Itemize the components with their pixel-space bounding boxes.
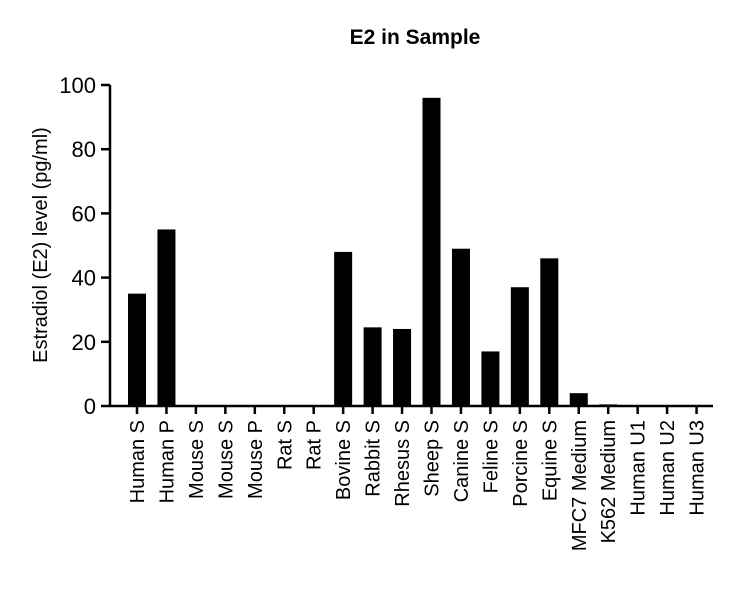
x-tick-label: Human P bbox=[156, 420, 178, 503]
bar bbox=[304, 405, 323, 406]
y-tick-label: 100 bbox=[59, 73, 96, 98]
y-tick-label: 20 bbox=[72, 330, 96, 355]
bar bbox=[245, 405, 264, 406]
x-tick-label: Human U3 bbox=[687, 420, 709, 516]
y-tick-label: 40 bbox=[72, 266, 96, 291]
bar bbox=[687, 405, 706, 406]
x-tick-label: Human S bbox=[127, 420, 149, 503]
bar bbox=[510, 287, 529, 406]
bar bbox=[569, 393, 588, 406]
x-tick-label: Mouse S bbox=[186, 420, 208, 499]
y-tick-label: 60 bbox=[72, 201, 96, 226]
x-tick-label: Mouse S bbox=[215, 420, 237, 499]
bar bbox=[275, 405, 294, 406]
x-tick-label: Bovine S bbox=[333, 420, 355, 500]
bar bbox=[451, 248, 470, 406]
x-tick-label: Rhesus S bbox=[392, 420, 414, 507]
bar bbox=[216, 405, 235, 406]
chart-title: E2 in Sample bbox=[350, 26, 481, 49]
x-tick-label: Canine S bbox=[451, 420, 473, 502]
bar bbox=[393, 328, 412, 406]
x-tick-label: K562 Medium bbox=[598, 420, 620, 543]
y-tick-label: 0 bbox=[84, 394, 96, 419]
x-tick-label: MFC7 Medium bbox=[569, 420, 591, 551]
x-tick-label: Rat S bbox=[274, 420, 296, 470]
bar bbox=[128, 293, 146, 406]
x-tick-label: Feline S bbox=[480, 420, 502, 493]
bar bbox=[363, 327, 382, 406]
x-tick-labels: Human S Human P Mouse S Mouse S Mouse P Rat S… bbox=[127, 420, 709, 551]
bar bbox=[186, 405, 205, 406]
x-axis bbox=[110, 404, 713, 414]
bar bbox=[422, 97, 441, 406]
x-tick-label: Human U2 bbox=[657, 420, 679, 516]
y-axis: 0 20 40 60 80 100 bbox=[59, 73, 112, 419]
x-tick-label: Sheep S bbox=[422, 420, 444, 497]
x-tick-label: Rat P bbox=[304, 420, 326, 470]
bar bbox=[540, 258, 559, 406]
y-tick-label: 80 bbox=[72, 137, 96, 162]
x-tick-label: Rabbit S bbox=[363, 420, 385, 497]
bar bbox=[481, 351, 500, 406]
x-tick-label: Human U1 bbox=[628, 420, 650, 516]
x-tick-label: Mouse P bbox=[245, 420, 267, 499]
y-axis-label: Estradiol (E2) level (pg/ml) bbox=[30, 127, 52, 363]
bar bbox=[658, 405, 677, 406]
bar bbox=[157, 229, 176, 406]
x-tick-label: Porcine S bbox=[510, 420, 532, 507]
bar bbox=[599, 404, 618, 406]
bars bbox=[128, 97, 706, 406]
bar bbox=[628, 405, 647, 406]
x-tick-label: Equine S bbox=[539, 420, 561, 501]
bar bbox=[334, 251, 353, 406]
